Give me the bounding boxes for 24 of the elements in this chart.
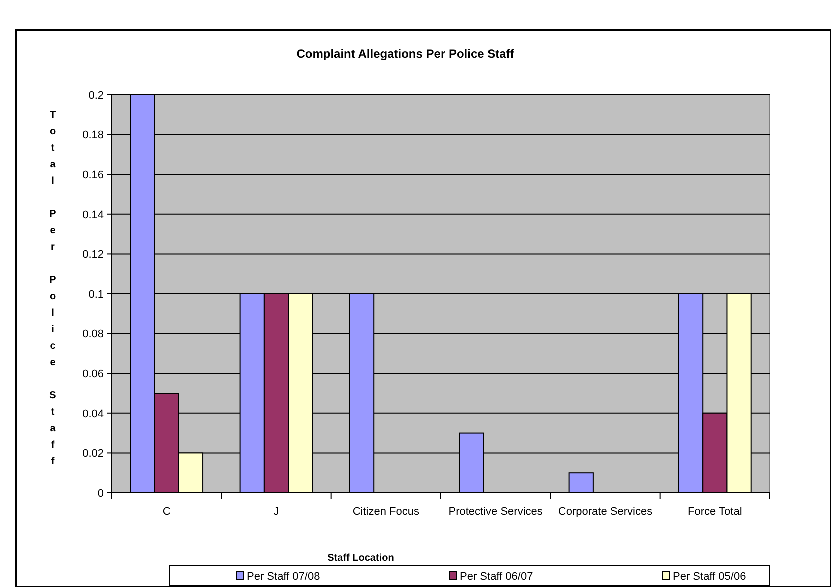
y-tick-label: 0.1 <box>88 288 104 301</box>
x-tick-label: Protective Services <box>448 506 544 518</box>
y-tick-label: 0.14 <box>82 209 104 222</box>
x-tick-label: Citizen Focus <box>352 506 420 518</box>
y-tick-label: 0.06 <box>82 368 104 380</box>
bar <box>568 472 594 494</box>
x-axis-title: Staff Location <box>328 553 394 564</box>
y-tick-label: 0.04 <box>82 408 104 420</box>
y-tick-label: 0.02 <box>82 448 104 460</box>
y-tick-label: 0.08 <box>82 328 104 341</box>
legend-label: Per Staff 05/06 <box>673 571 746 583</box>
x-tick-label: J <box>274 506 280 518</box>
y-tick-label: 0.2 <box>88 90 104 102</box>
chart-title: Complaint Allegations Per Police Staff <box>296 47 516 61</box>
x-tick-label: Force Total <box>688 506 742 518</box>
y-tick-label: 0.18 <box>82 130 104 142</box>
x-tick-label: Corporate Services <box>558 506 654 518</box>
legend-label: Per Staff 06/07 <box>460 571 534 583</box>
y-tick-label: 0.12 <box>82 249 104 262</box>
legend-label: Per Staff 07/08 <box>247 571 320 583</box>
text: Total Per Police Staff <box>50 110 56 468</box>
y-tick-label: 0.16 <box>82 169 104 182</box>
y-tick-label: 0 <box>98 488 104 500</box>
x-tick-label: C <box>162 506 171 518</box>
